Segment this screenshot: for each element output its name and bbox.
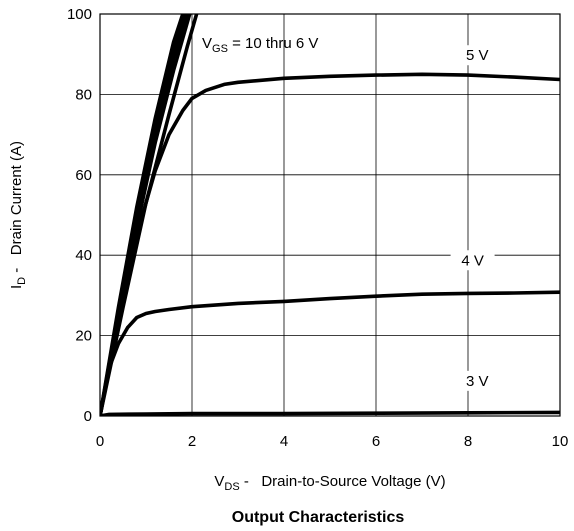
curve-label-background — [450, 250, 495, 271]
x-axis-label: VDS - Drain-to-Source Voltage (V) — [214, 473, 445, 493]
y-tick-label: 60 — [75, 167, 92, 184]
series-line — [100, 410, 560, 416]
y-tick-labels: 0 20 40 60 80 100 — [67, 6, 92, 425]
curve-labels: 5 V 4 V 3 V — [461, 47, 488, 390]
x-tick-label: 0 — [96, 433, 104, 450]
x-tick-label: 6 — [372, 433, 380, 450]
series-line — [100, 290, 560, 416]
series-line — [100, 72, 560, 416]
chart-title: Output Characteristics — [232, 509, 405, 526]
x-tick-label: 8 — [464, 433, 472, 450]
x-tick-labels: 0 2 4 6 8 10 — [96, 433, 569, 450]
x-tick-label: 4 — [280, 433, 288, 450]
y-tick-label: 0 — [84, 408, 92, 425]
y-tick-label: 80 — [75, 86, 92, 103]
curve-label-background — [455, 45, 500, 66]
plot-frame — [99, 13, 561, 417]
curve-label: 5 V — [466, 47, 489, 64]
curve-label-background — [455, 370, 500, 391]
curve-label: 4 V — [461, 252, 484, 269]
y-axis-label: ID - Drain Current (A) — [8, 141, 28, 289]
y-tick-label: 20 — [75, 328, 92, 345]
x-tick-label: 2 — [188, 433, 196, 450]
x-tick-label: 10 — [552, 433, 569, 450]
y-tick-label: 40 — [75, 247, 92, 264]
curve-label: 3 V — [466, 373, 489, 390]
vgs-annotation: VGS = 10 thru 6 V — [202, 35, 318, 55]
series-lines — [100, 14, 560, 416]
y-tick-label: 100 — [67, 6, 92, 23]
grid-lines — [100, 14, 560, 416]
